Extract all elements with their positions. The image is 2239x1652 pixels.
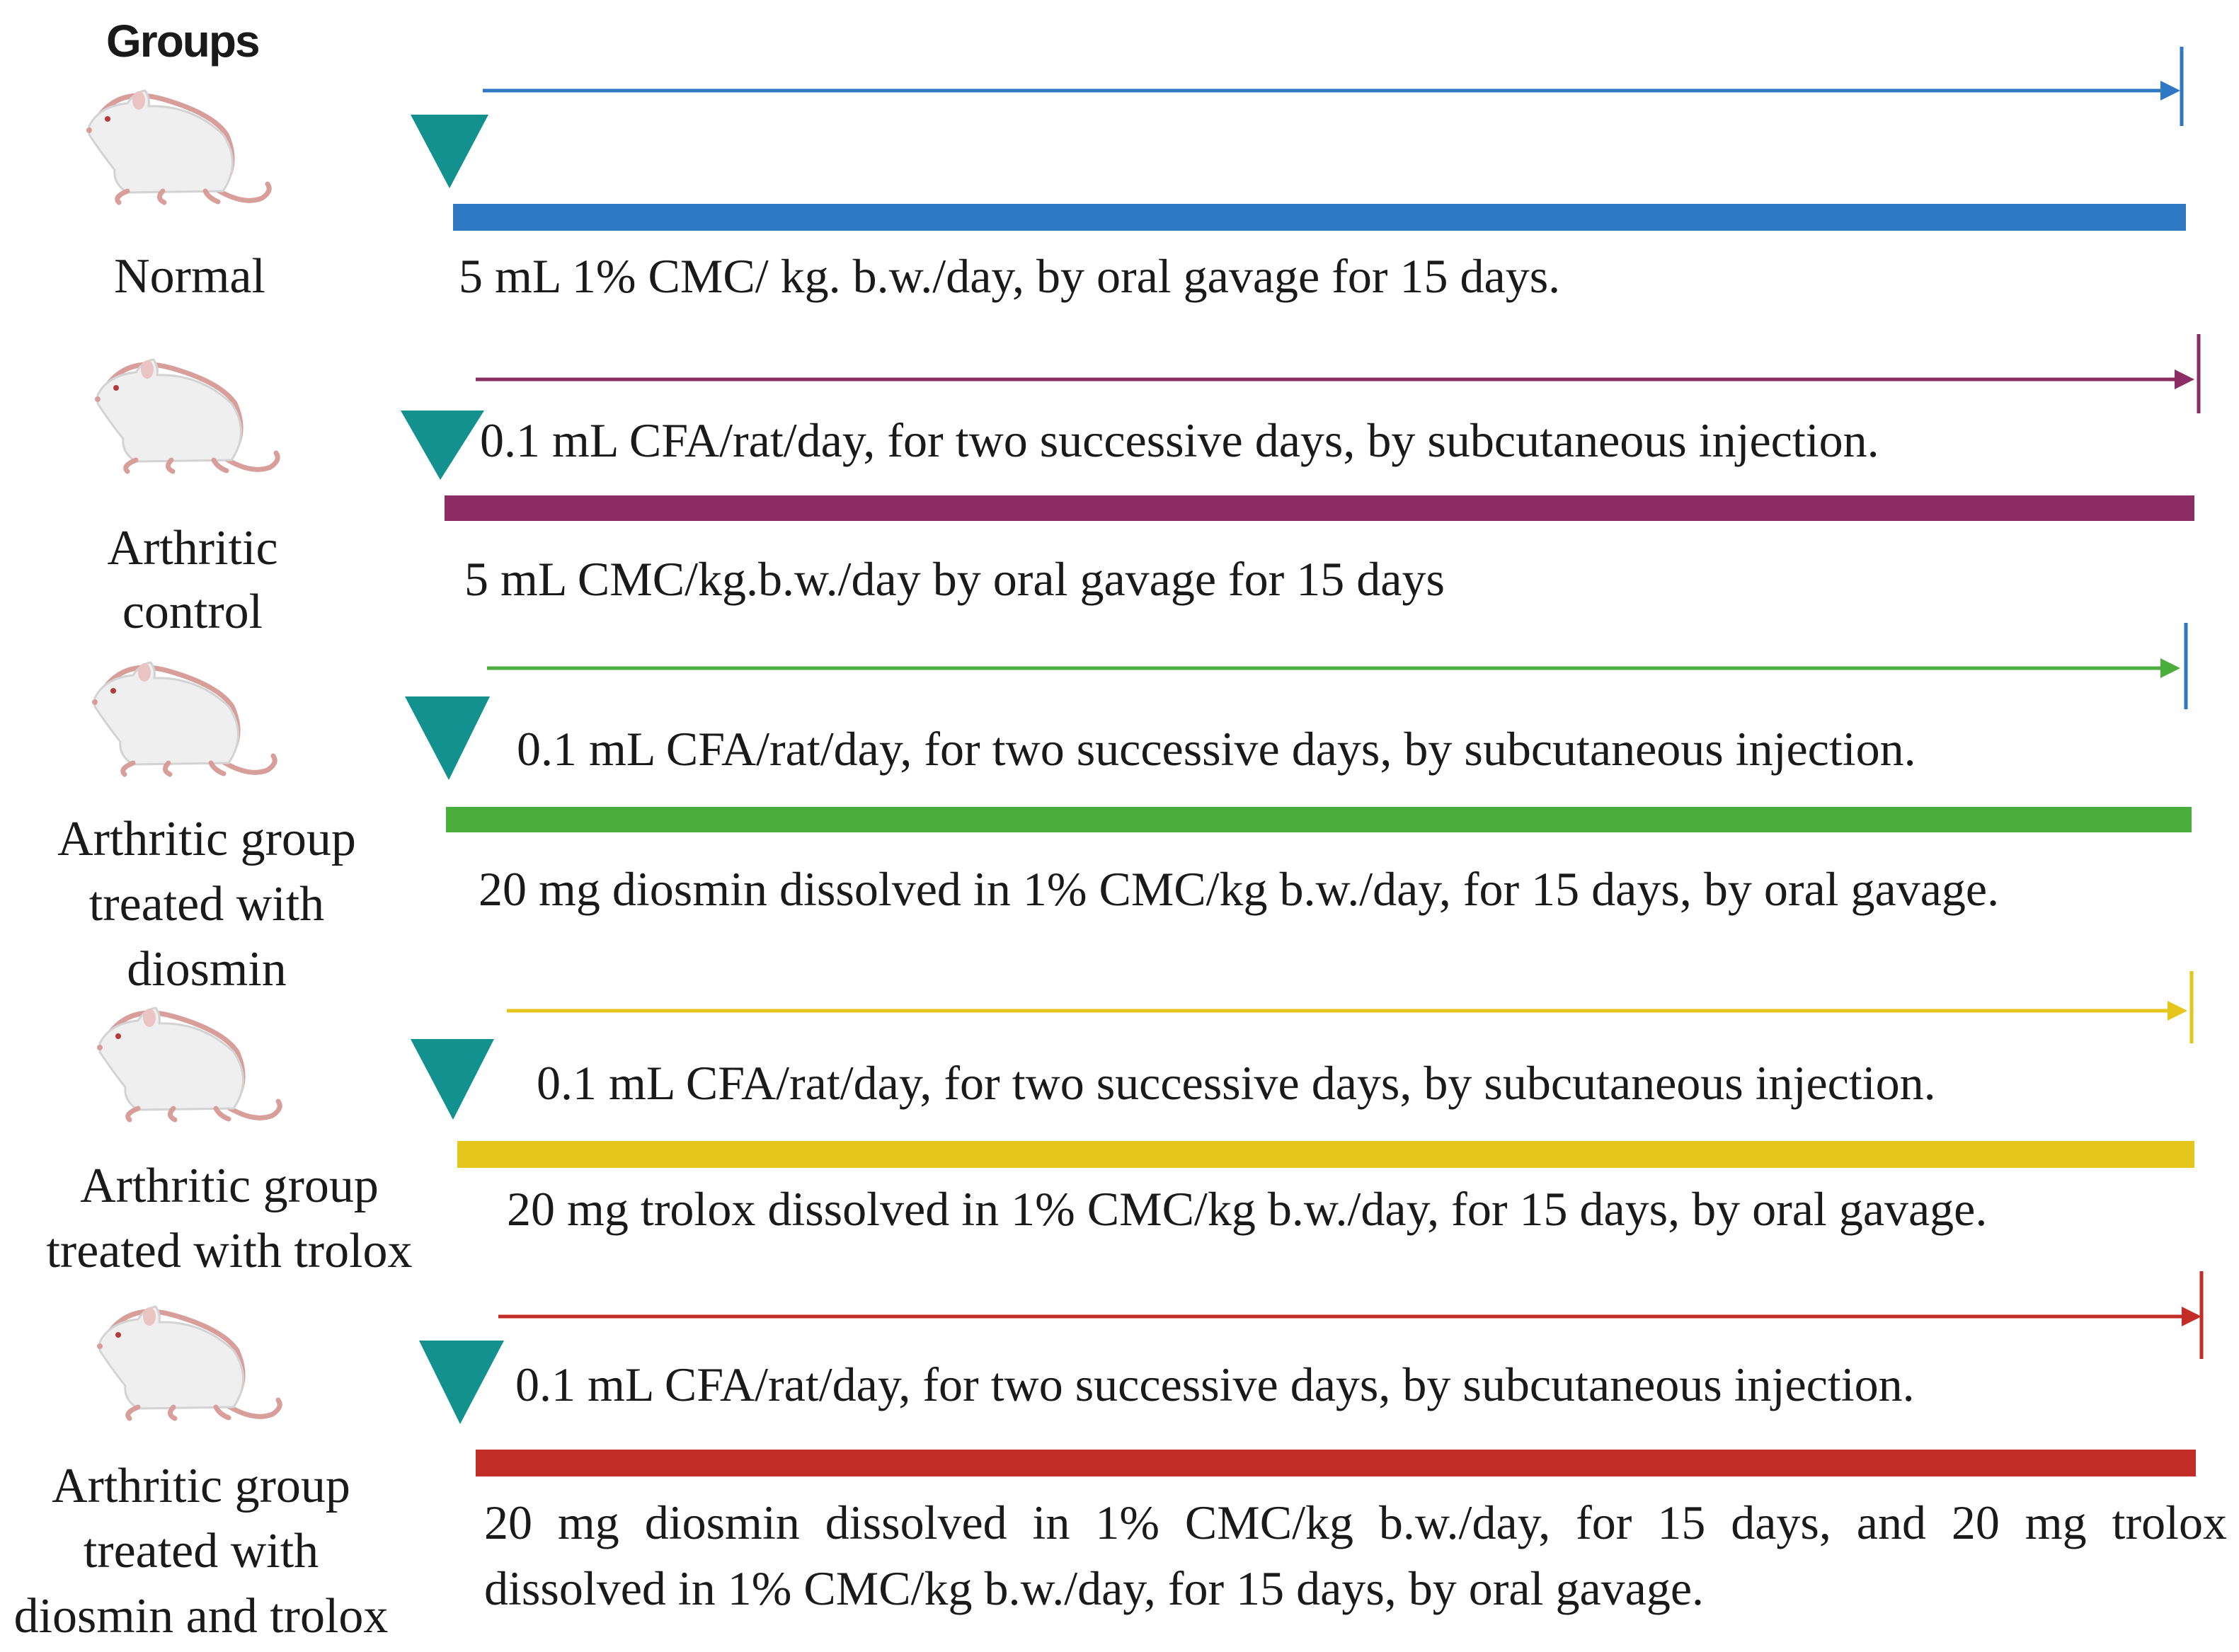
timeline-arthritic-control <box>401 334 2201 521</box>
rat-icon <box>95 360 277 471</box>
rat-icon <box>86 91 269 202</box>
treatment-text: 20 mg diosmin dissolved in 1% CMC/kg b.w… <box>479 862 2000 916</box>
treatment-text: 5 mL 1% CMC/ kg. b.w./day, by oral gavag… <box>459 249 1561 303</box>
treatment-bar <box>476 1450 2196 1476</box>
group-label-diosmin-trolox: Arthritic group treated with diosmin and… <box>13 1459 389 1644</box>
rat-icon <box>97 1008 280 1120</box>
timeline-diosmin-trolox <box>419 1271 2204 1476</box>
treatment-text: 20 mg diosmin dissolved in 1% CMC/kg b.w… <box>484 1496 2227 1549</box>
treatment-bar <box>453 204 2186 231</box>
treatment-text: 5 mL CMC/kg.b.w./day by oral gavage for … <box>464 552 1445 606</box>
groups-header: Groups <box>106 16 260 67</box>
start-triangle-icon <box>405 696 490 780</box>
group-label-trolox: Arthritic group treated with trolox <box>46 1159 413 1278</box>
arrow-head <box>2175 369 2194 389</box>
timeline-diosmin <box>405 623 2192 832</box>
arrow-head <box>2168 1001 2187 1021</box>
arrow-head <box>2182 1307 2201 1326</box>
rat-icon <box>97 1307 280 1418</box>
start-triangle-icon <box>419 1341 504 1424</box>
treatment-bar <box>457 1141 2194 1168</box>
treatment-text: dissolved in 1% CMC/kg b.w./day, for 15 … <box>484 1561 1705 1615</box>
treatment-bar <box>445 495 2194 521</box>
start-triangle-icon <box>411 1039 494 1120</box>
injection-text: 0.1 mL CFA/rat/day, for two successive d… <box>517 722 1916 776</box>
group-label-arthritic-control: Arthritic control <box>107 521 278 639</box>
timeline-trolox <box>411 971 2194 1168</box>
treatment-text: 20 mg trolox dissolved in 1% CMC/kg b.w.… <box>507 1182 1988 1236</box>
arrow-head <box>2160 658 2180 678</box>
group-label-normal: Normal <box>114 249 265 304</box>
timeline-normal <box>411 47 2186 231</box>
start-triangle-icon <box>401 411 484 480</box>
injection-text: 0.1 mL CFA/rat/day, for two successive d… <box>480 413 1879 467</box>
group-label-diosmin: Arthritic group treated with diosmin <box>57 812 356 997</box>
injection-text: 0.1 mL CFA/rat/day, for two successive d… <box>515 1358 1915 1411</box>
arrow-head <box>2160 81 2180 101</box>
rat-icon <box>92 662 275 774</box>
injection-text: 0.1 mL CFA/rat/day, for two successive d… <box>537 1056 1936 1110</box>
treatment-bar <box>446 807 2192 832</box>
start-triangle-icon <box>411 115 488 188</box>
